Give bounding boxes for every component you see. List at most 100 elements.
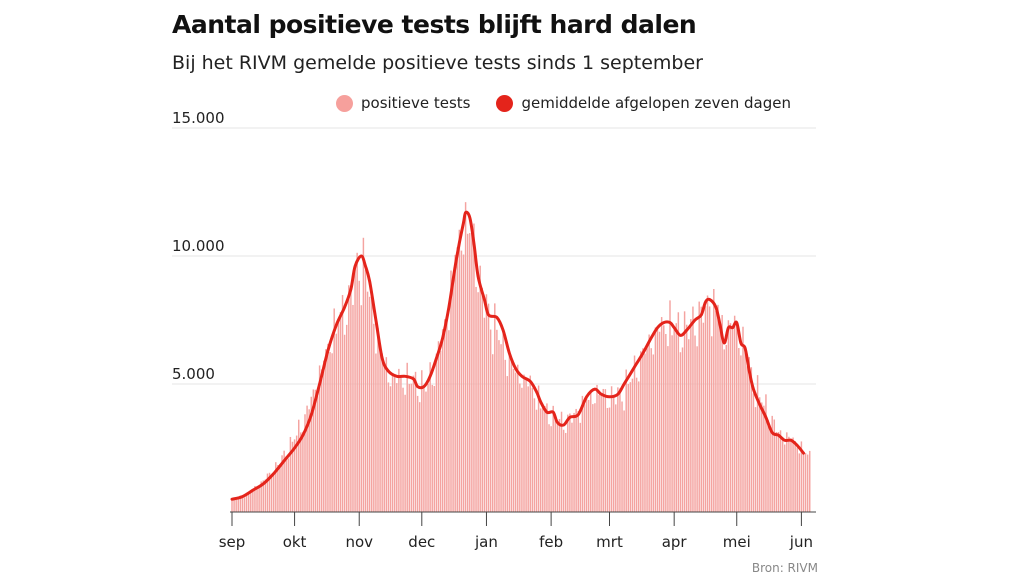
bar xyxy=(339,312,342,512)
bar xyxy=(504,359,506,512)
bar xyxy=(560,411,563,512)
bar xyxy=(314,389,317,512)
bar xyxy=(681,347,684,512)
bar xyxy=(590,390,592,512)
bar xyxy=(577,411,579,512)
bar xyxy=(529,375,531,512)
x-axis: sep okt nov dec jan feb mrt apr mei jun xyxy=(219,511,816,551)
bar xyxy=(539,408,542,512)
bar xyxy=(744,350,746,512)
bar xyxy=(694,335,696,512)
bar xyxy=(554,416,557,512)
bar xyxy=(633,355,636,512)
bar xyxy=(485,294,488,512)
bar xyxy=(469,233,471,513)
bar xyxy=(771,415,773,512)
bar xyxy=(414,371,417,512)
bar xyxy=(654,327,657,512)
bar xyxy=(233,498,235,512)
bar xyxy=(531,387,534,512)
bar xyxy=(489,329,492,512)
bar xyxy=(510,361,513,512)
bar xyxy=(700,306,703,512)
bar xyxy=(254,485,256,512)
bar xyxy=(635,377,638,512)
bar xyxy=(698,301,700,512)
x-tick-label: apr xyxy=(662,533,688,551)
bar xyxy=(298,419,300,512)
bar xyxy=(260,481,262,512)
bar xyxy=(479,265,481,512)
bar xyxy=(644,353,646,512)
bar xyxy=(396,383,398,512)
bar xyxy=(471,227,473,512)
bar xyxy=(606,407,609,512)
bar xyxy=(410,383,413,512)
bar xyxy=(783,444,786,512)
bar xyxy=(640,351,642,512)
bar xyxy=(477,292,479,512)
legend-swatch-bars xyxy=(336,94,353,112)
bar xyxy=(596,384,598,512)
bar xyxy=(717,304,719,512)
bar xyxy=(546,403,548,512)
bar xyxy=(308,409,310,512)
bar xyxy=(688,339,690,512)
bar xyxy=(535,409,538,512)
bar xyxy=(341,295,344,512)
bar xyxy=(679,352,682,512)
bar xyxy=(289,436,292,512)
bar xyxy=(788,436,790,512)
bar xyxy=(400,377,402,512)
bar xyxy=(450,270,452,512)
bar xyxy=(375,353,377,512)
bar xyxy=(333,308,335,512)
bar xyxy=(431,384,433,512)
bar xyxy=(491,354,494,512)
legend-item-bars: positieve tests xyxy=(336,94,470,112)
bar xyxy=(373,323,375,512)
bar xyxy=(435,353,438,512)
bar xyxy=(610,386,613,512)
bar xyxy=(779,430,782,512)
x-tick-label: mei xyxy=(723,533,751,551)
bar xyxy=(708,306,711,512)
bar xyxy=(725,344,728,512)
bar xyxy=(548,424,550,512)
y-tick-label: 15.000 xyxy=(172,109,225,127)
bar xyxy=(329,352,331,512)
bar xyxy=(364,269,367,512)
bar xyxy=(740,355,742,512)
bar xyxy=(300,432,302,512)
bar xyxy=(769,427,771,512)
bar xyxy=(352,304,354,512)
bar xyxy=(552,405,554,512)
bar xyxy=(571,422,573,512)
bar xyxy=(416,395,419,512)
bar xyxy=(629,382,632,512)
bar xyxy=(767,420,769,512)
bar xyxy=(752,393,755,512)
bar xyxy=(671,335,673,512)
bar xyxy=(247,492,250,512)
bar xyxy=(660,317,663,512)
legend-item-line: gemiddelde afgelopen zeven dagen xyxy=(496,94,791,112)
bar xyxy=(794,441,796,512)
bar xyxy=(243,497,246,512)
bar xyxy=(508,351,511,512)
bar xyxy=(275,462,277,512)
bar xyxy=(521,387,523,512)
bar xyxy=(727,320,730,512)
bar xyxy=(356,252,358,512)
bar xyxy=(502,330,504,512)
bar xyxy=(617,387,619,512)
bar xyxy=(331,353,333,512)
bar xyxy=(809,450,811,512)
bar xyxy=(533,398,536,512)
bar xyxy=(385,357,388,512)
average-line xyxy=(230,210,805,501)
bar xyxy=(786,432,788,512)
bar xyxy=(418,402,421,512)
bar xyxy=(295,435,298,512)
bar xyxy=(268,472,271,512)
